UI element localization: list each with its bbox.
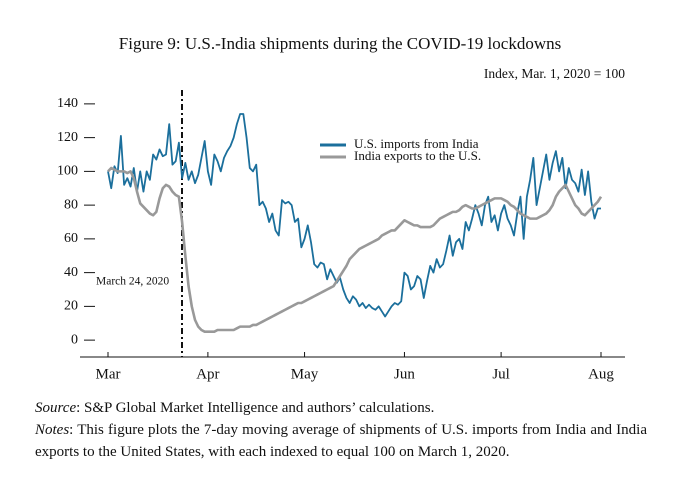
y-tick-label: 20 bbox=[64, 299, 78, 314]
series-line bbox=[107, 113, 601, 318]
notes-text: : This figure plots the 7-day moving ave… bbox=[35, 422, 647, 460]
legend-label: U.S. imports from India bbox=[354, 136, 479, 151]
chart-title: Figure 9: U.S.-India shipments during th… bbox=[119, 34, 561, 53]
x-tick-label: Jun bbox=[394, 366, 415, 382]
source-line: Source: S&P Global Market Intelligence a… bbox=[35, 397, 647, 419]
source-label: Source bbox=[35, 400, 77, 416]
notes-line: Notes: This figure plots the 7-day movin… bbox=[35, 419, 647, 463]
x-tick-label: Aug bbox=[588, 366, 614, 382]
y-tick-label: 0 bbox=[71, 332, 78, 347]
y-tick-label: 100 bbox=[57, 164, 78, 179]
x-tick-label: May bbox=[291, 366, 319, 382]
y-tick-label: 40 bbox=[64, 265, 78, 280]
y-tick-label: 140 bbox=[57, 96, 78, 111]
y-tick-label: 120 bbox=[57, 130, 78, 145]
chart-subtitle: Index, Mar. 1, 2020 = 100 bbox=[484, 66, 625, 81]
chart: Figure 9: U.S.-India shipments during th… bbox=[57, 34, 625, 383]
x-tick-label: Mar bbox=[96, 366, 121, 382]
x-tick-label: Apr bbox=[196, 366, 219, 382]
source-text: : S&P Global Market Intelligence and aut… bbox=[76, 400, 435, 416]
annotation: March 24, 2020 bbox=[96, 276, 169, 288]
legend-label: India exports to the U.S. bbox=[354, 148, 481, 163]
series-line bbox=[107, 166, 603, 333]
notes: Source: S&P Global Market Intelligence a… bbox=[35, 397, 647, 463]
notes-label: Notes bbox=[35, 422, 70, 438]
y-tick-label: 80 bbox=[64, 197, 78, 212]
y-tick-label: 60 bbox=[64, 231, 78, 246]
x-tick-label: Jul bbox=[492, 366, 510, 382]
